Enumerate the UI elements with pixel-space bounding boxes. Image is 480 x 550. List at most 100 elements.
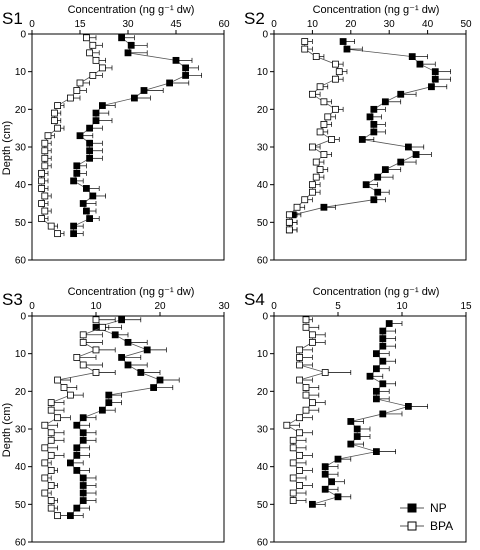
data-point-bpa <box>47 436 55 444</box>
data-point-np <box>130 94 138 102</box>
data-point-bpa <box>47 406 55 414</box>
data-point-np <box>370 128 378 136</box>
data-point-bpa <box>67 391 74 399</box>
data-point-np <box>431 75 439 83</box>
data-point-np <box>73 467 81 474</box>
data-point-bpa <box>73 354 81 361</box>
data-point-np <box>372 387 380 395</box>
data-point-np <box>182 72 190 79</box>
data-point-bpa <box>289 489 297 497</box>
data-point-np <box>397 158 405 166</box>
y-tick-label: 0 <box>20 30 26 41</box>
y-tick-label: 40 <box>15 180 27 191</box>
data-point-np <box>385 320 393 327</box>
data-point-bpa <box>76 79 84 87</box>
data-point-bpa <box>296 451 304 459</box>
data-point-bpa <box>308 331 316 339</box>
data-point-np <box>372 395 380 403</box>
data-point-bpa <box>312 173 320 181</box>
data-point-bpa <box>92 316 100 324</box>
data-point-bpa <box>302 384 310 391</box>
legend-np-label: NP <box>430 501 447 515</box>
x-tick-label: 5 <box>335 301 341 312</box>
data-point-bpa <box>302 316 310 324</box>
data-point-bpa <box>320 98 328 106</box>
data-point-bpa <box>316 83 324 91</box>
data-point-bpa <box>41 444 49 452</box>
data-point-np <box>73 169 81 177</box>
data-point-np <box>370 105 378 113</box>
data-point-bpa <box>54 414 61 422</box>
data-point-np <box>321 485 329 493</box>
data-point-np <box>99 102 106 109</box>
data-point-np <box>328 478 336 486</box>
data-point-np <box>404 402 412 410</box>
data-point-bpa <box>92 369 100 376</box>
data-point-np <box>124 361 132 369</box>
y-tick-label: 10 <box>15 67 27 78</box>
data-point-bpa <box>308 90 316 98</box>
data-point-np <box>73 451 81 459</box>
data-point-np <box>353 425 361 433</box>
data-point-bpa <box>47 222 55 230</box>
data-point-np <box>127 41 135 49</box>
panel-label: S1 <box>2 9 23 28</box>
data-point-np <box>366 372 374 380</box>
y-tick-label: 0 <box>262 30 268 41</box>
data-point-bpa <box>41 459 49 467</box>
data-point-np <box>353 433 361 440</box>
data-point-np <box>379 410 387 418</box>
data-point-np <box>379 327 387 335</box>
y-tick-label: 10 <box>257 67 269 78</box>
series-line-bpa <box>288 41 340 230</box>
data-point-np <box>343 45 351 53</box>
data-point-bpa <box>324 113 332 121</box>
data-point-np <box>70 230 77 238</box>
y-tick-label: 30 <box>257 143 269 154</box>
data-point-bpa <box>289 497 297 504</box>
data-point-bpa <box>41 139 49 147</box>
data-point-bpa <box>296 361 304 369</box>
data-point-bpa <box>89 72 97 79</box>
data-point-bpa <box>41 154 49 162</box>
y-tick-label: 60 <box>257 538 269 549</box>
plot-frame <box>273 33 467 261</box>
y-tick-label: 0 <box>20 312 26 323</box>
data-point-np <box>397 90 405 98</box>
data-point-bpa <box>335 68 343 76</box>
y-tick-label: 10 <box>257 349 269 360</box>
data-point-np <box>86 139 93 147</box>
data-point-bpa <box>296 429 304 437</box>
data-point-np <box>374 173 382 181</box>
y-tick-label: 40 <box>257 180 269 191</box>
data-point-np <box>118 354 125 361</box>
data-point-bpa <box>51 117 58 125</box>
data-point-np <box>86 154 93 162</box>
data-point-np <box>86 124 93 132</box>
data-point-bpa <box>38 169 45 177</box>
y-tick-label: 30 <box>257 425 269 436</box>
data-point-np <box>150 384 158 391</box>
data-point-bpa <box>283 421 291 429</box>
data-point-np <box>70 222 77 230</box>
y-tick-label: 30 <box>15 143 27 154</box>
data-point-np <box>408 53 416 60</box>
panel-s2: S2 Concentration (ng g⁻¹ dw) 0 10 20 30 40 50… <box>244 4 472 267</box>
panel-s4: S4 Concentration (ng g⁻¹ dw) 0 5 10 15 0 10 20… <box>244 286 472 549</box>
data-point-np <box>118 34 125 42</box>
data-point-np <box>118 316 125 324</box>
data-point-np <box>86 147 93 155</box>
data-point-bpa <box>47 451 55 459</box>
data-point-bpa <box>321 369 329 376</box>
data-point-np <box>362 181 370 189</box>
data-point-np <box>379 342 387 350</box>
data-point-bpa <box>92 56 100 64</box>
data-point-bpa <box>47 497 55 504</box>
data-point-bpa <box>41 489 49 497</box>
data-point-bpa <box>54 124 61 132</box>
y-tick-label: 20 <box>15 105 27 116</box>
data-point-bpa <box>332 105 339 113</box>
data-point-np <box>92 109 100 117</box>
data-point-bpa <box>308 143 316 151</box>
